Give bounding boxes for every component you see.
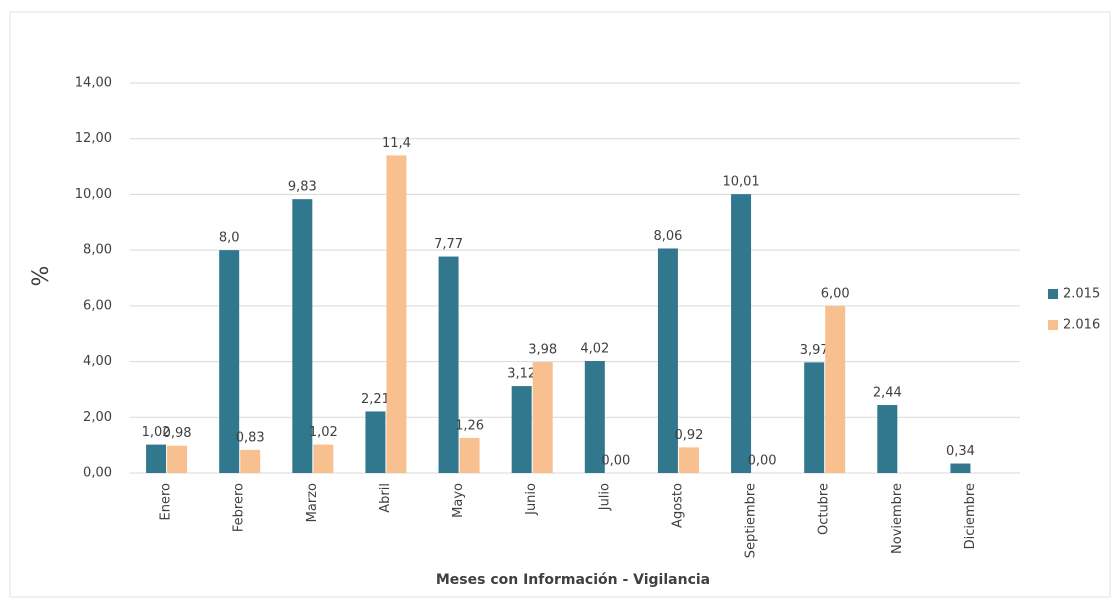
bar [877,405,898,473]
data-label: 0,00 [748,454,777,469]
bar [731,194,752,473]
legend-swatch [1048,320,1058,330]
data-label: 0,98 [163,426,192,441]
x-tick-label: Marzo [305,483,320,522]
x-tick-label: Noviembre [890,483,905,554]
y-tick-label: 12,00 [75,131,112,146]
x-tick-label: Octubre [817,483,832,535]
data-label: 8,06 [653,229,682,244]
bar [678,447,699,473]
bar [146,444,167,473]
bar [511,386,532,473]
bar [804,362,825,473]
y-tick-label: 10,00 [75,187,112,202]
bar [365,411,386,473]
x-axis-title: Meses con Información - Vigilancia [436,572,710,588]
y-tick-label: 0,00 [83,466,112,481]
bar [240,449,261,473]
y-tick-label: 2,00 [83,410,112,425]
data-label: 8,0 [219,231,240,246]
bar [167,445,188,473]
data-label: 9,83 [288,180,317,195]
legend-label: 2.015 [1063,287,1100,302]
y-tick-label: 4,00 [83,354,112,369]
bar [532,362,553,473]
bar [657,248,678,473]
bar [386,155,407,473]
data-label: 2,21 [361,392,390,407]
data-label: 11,4 [382,136,411,151]
frame [9,11,1111,598]
data-label: 6,00 [821,286,850,301]
data-label: 3,97 [800,343,829,358]
x-tick-label: Agosto [670,483,685,528]
data-label: 3,12 [507,367,536,382]
y-tick-label: 14,00 [75,76,112,91]
data-label: 2,44 [873,386,902,401]
x-tick-label: Junio [524,483,539,516]
x-tick-label: Diciembre [963,483,978,549]
y-axis-title: % [29,266,54,287]
data-label: 4,02 [580,342,609,357]
legend-swatch [1048,289,1058,299]
y-tick-label: 8,00 [83,243,112,258]
x-tick-label: Mayo [451,483,466,518]
data-label: 1,02 [142,425,171,440]
data-label: 10,01 [722,175,759,190]
data-label: 0,92 [674,428,703,443]
bar [584,361,605,473]
bar [219,250,240,473]
data-label: 7,77 [434,237,463,252]
bar [438,256,459,473]
data-label: 1,26 [455,418,484,433]
y-tick-label: 6,00 [83,298,112,313]
x-tick-label: Julio [597,483,612,511]
bar [825,305,846,473]
x-tick-label: Septiembre [744,483,759,558]
x-tick-label: Enero [159,483,174,521]
bar [950,463,971,473]
x-tick-label: Febrero [232,483,247,532]
bar [459,437,480,473]
data-label: 1,02 [309,425,338,440]
bar [313,444,334,473]
legend-label: 2.016 [1063,318,1100,333]
bar [292,199,313,473]
x-tick-label: Abril [378,483,393,513]
data-label: 0,34 [946,444,975,459]
data-label: 0,00 [601,454,630,469]
data-label: 0,83 [236,430,265,445]
data-label: 3,98 [528,343,557,358]
